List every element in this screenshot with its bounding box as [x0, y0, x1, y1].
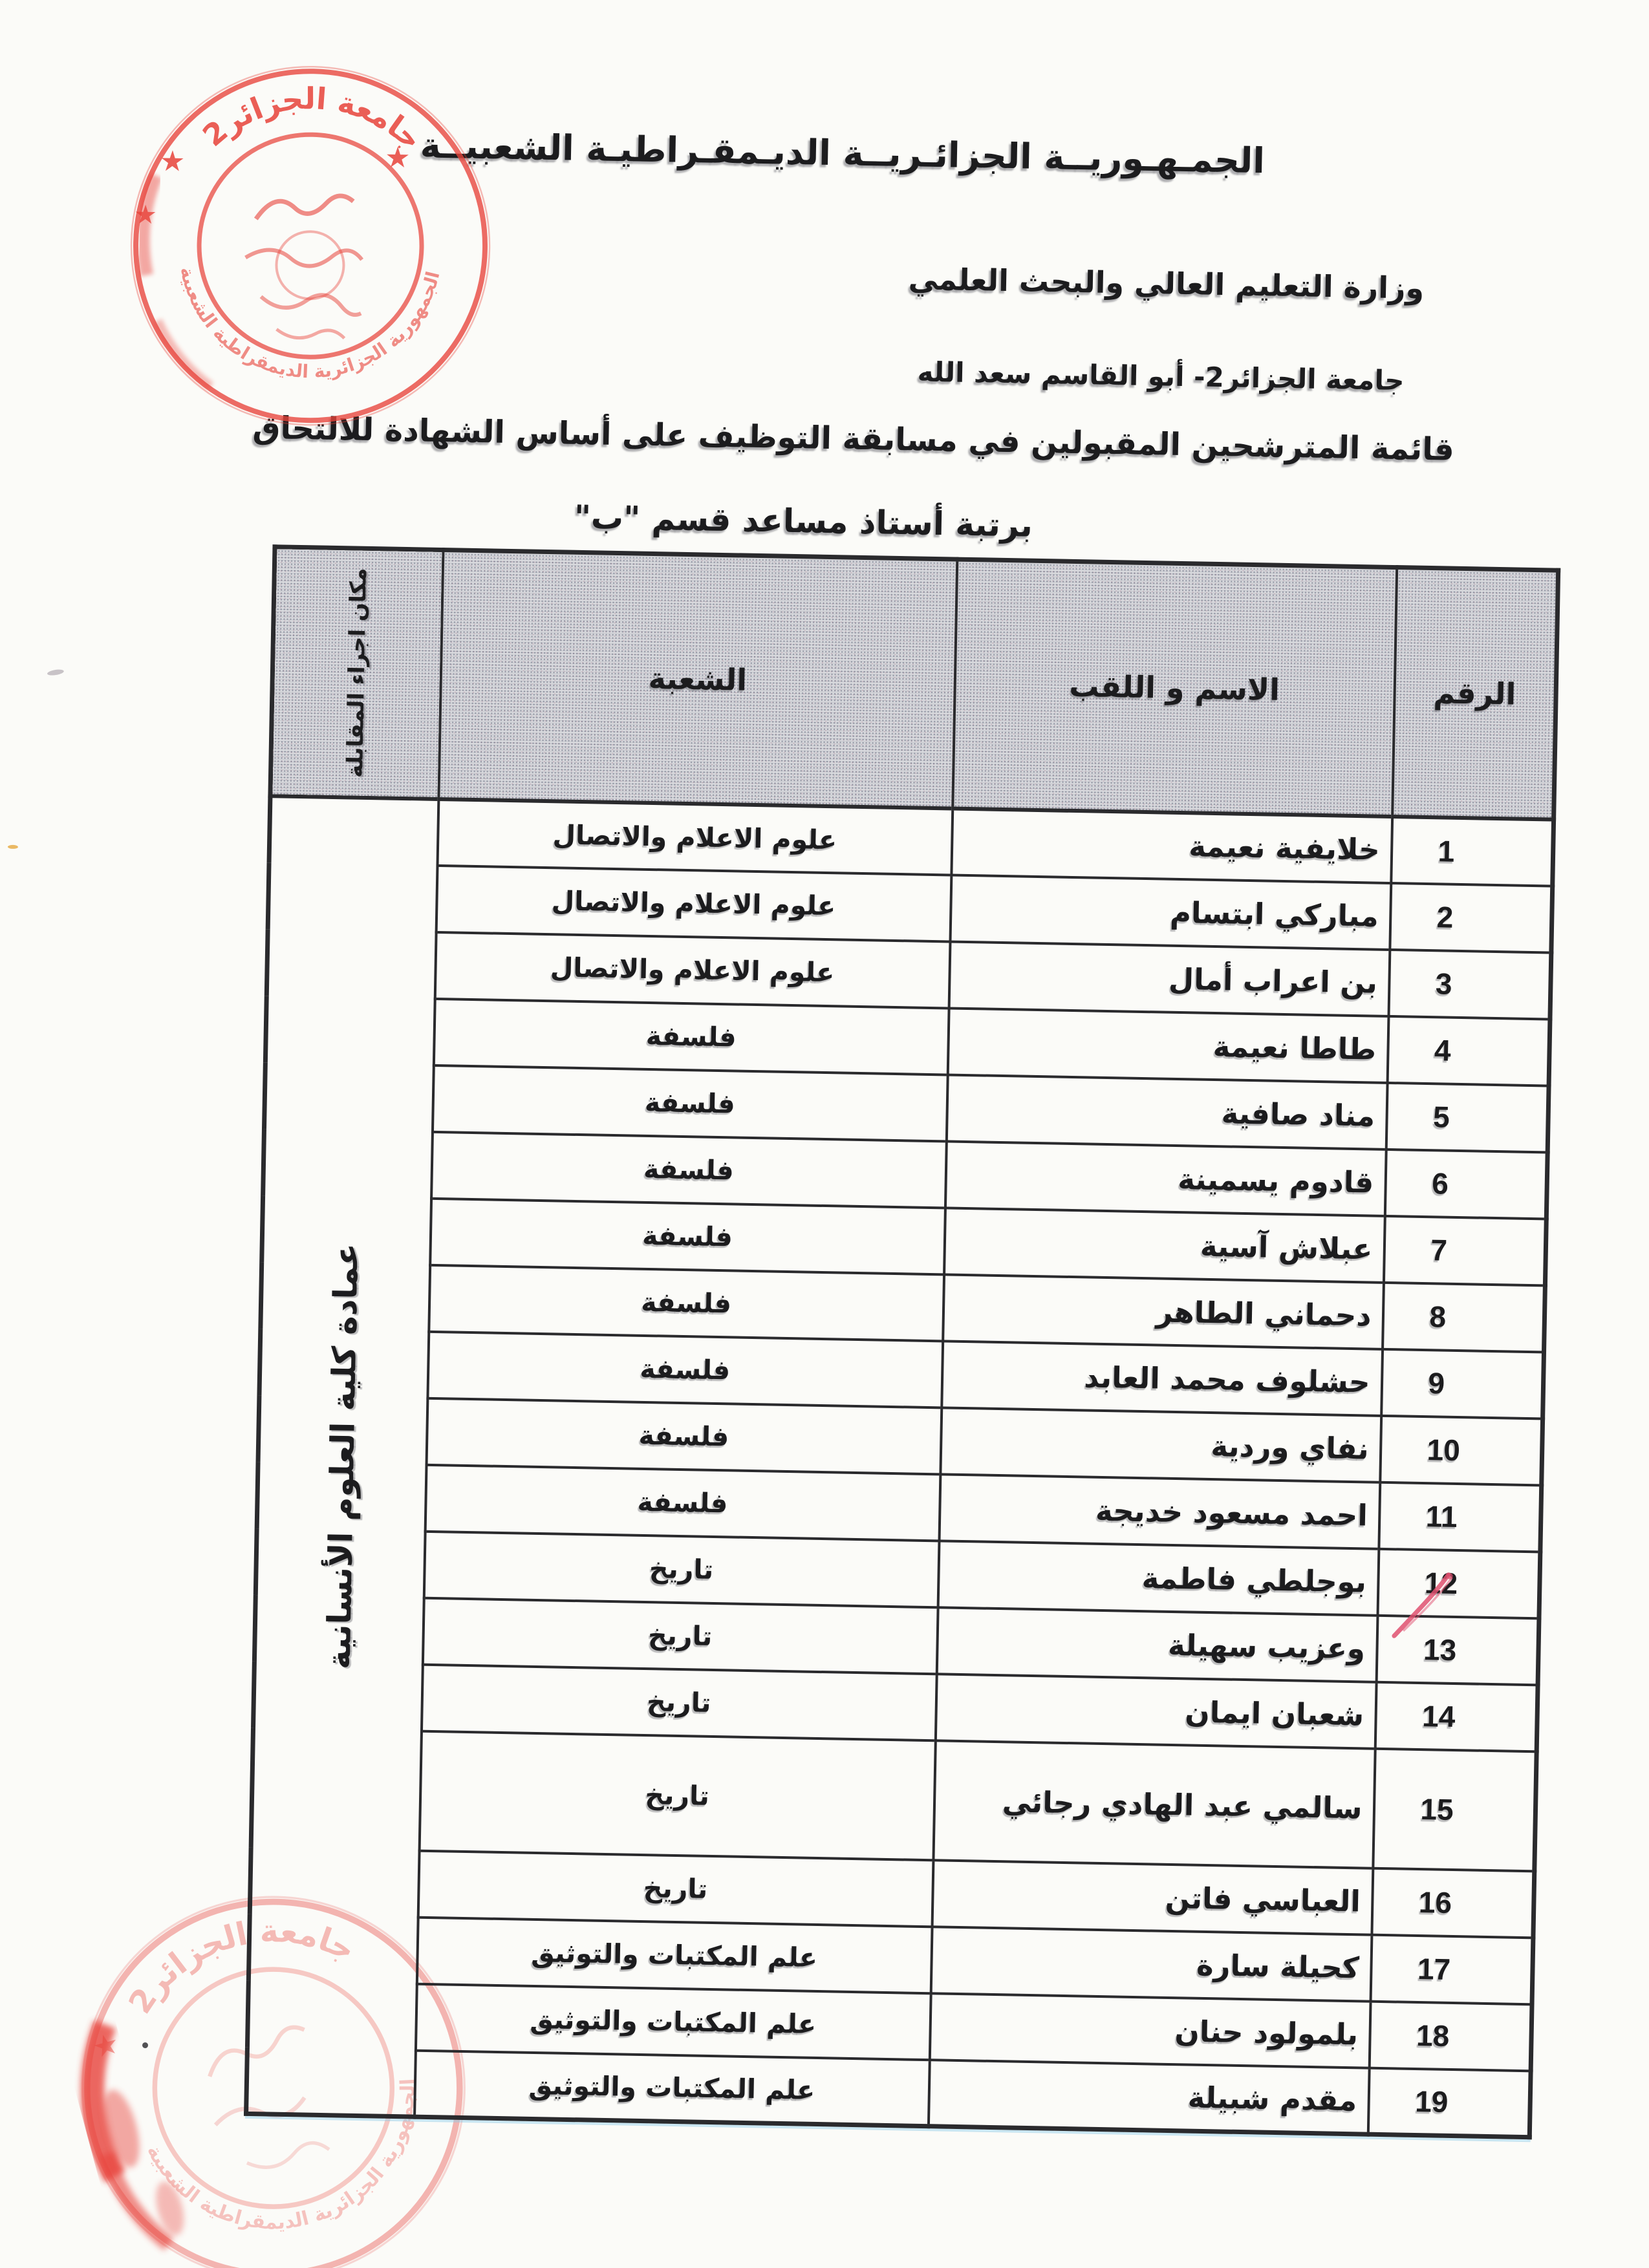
row-name-cell: وعزيب سهيلة — [936, 1607, 1378, 1682]
row-name-cell: مباركي ابتسام — [949, 875, 1391, 950]
scan-speck — [47, 669, 65, 677]
row-branch-cell: تاريخ — [418, 1850, 933, 1927]
interview-place-value: عمادة كلية العلوم الأنسانية — [319, 1243, 366, 1670]
row-branch-cell: فلسفة — [428, 1265, 944, 1341]
row-number-cell: 18 — [1369, 2001, 1533, 2071]
row-number-cell: 15 — [1372, 1748, 1537, 1871]
row-branch-cell: علم المكتبات والتوثيق — [416, 1917, 932, 1993]
stamp-star-icon: ★ — [159, 145, 185, 178]
row-branch-cell: تاريخ — [424, 1531, 940, 1607]
row-name-cell: شعبان ايمان — [935, 1673, 1377, 1749]
row-branch-cell: تاريخ — [419, 1731, 936, 1860]
row-name-cell: حشلوف محمد العابد — [941, 1340, 1383, 1416]
interview-place-cell: عمادة كلية العلوم الأنسانية — [246, 795, 438, 2117]
row-number-cell: 4 — [1387, 1016, 1550, 1086]
interview-place-header-label: مكان اجراء المقابلة — [342, 568, 372, 778]
row-number-cell: 10 — [1379, 1415, 1543, 1485]
row-branch-cell: فلسفة — [433, 998, 949, 1075]
row-number-cell: 16 — [1371, 1868, 1535, 1938]
row-branch-cell: فلسفة — [432, 1065, 948, 1141]
row-name-cell: دحماني الطاهر — [942, 1274, 1384, 1349]
row-name-cell: احمد مسعود خديجة — [939, 1473, 1380, 1549]
stamp-star-icon: ★ — [134, 200, 158, 230]
scan-speck — [7, 844, 18, 850]
column-header-number: الرقم — [1392, 567, 1558, 820]
row-branch-cell: علوم الاعلام والاتصال — [435, 932, 950, 1008]
stamp-star-icon: ★ — [385, 141, 411, 175]
row-name-cell: مقدم شبيلة — [928, 2059, 1370, 2135]
row-name-cell: العباسي فاتن — [932, 1859, 1373, 1935]
row-branch-cell: علم المكتبات والتوثيق — [414, 2050, 930, 2126]
column-header-branch: الشعبة — [438, 550, 957, 809]
row-name-cell: مناد صافية — [946, 1074, 1388, 1150]
row-name-cell: بوجلطي فاطمة — [938, 1540, 1379, 1616]
stamp-top-ring-text: الجمهورية الجزائرية الديمقراطية الشعبية — [174, 264, 444, 385]
ministry-line: وزارة التعليم العالي والبحث العلمي — [908, 261, 1425, 306]
row-number-cell: 7 — [1383, 1215, 1547, 1285]
row-name-cell: سالمي عبد الهادي رجائي — [932, 1740, 1375, 1868]
row-name-cell: بلمولود حنان — [929, 1993, 1371, 2068]
university-seal-stamp-top: جامعة الجزائر2 الجمهورية الجزائرية الديم… — [130, 65, 491, 426]
row-name-cell: خلايفية نعيمة — [951, 808, 1392, 883]
university-seal-stamp-bottom: جامعة الجزائر2 الجمهورية الجزائرية الديم… — [81, 1886, 466, 2268]
row-branch-cell: فلسفة — [425, 1464, 940, 1541]
row-branch-cell: علم المكتبات والتوثيق — [415, 1984, 931, 2060]
row-name-cell: كحيلة سارة — [931, 1926, 1372, 2002]
scan-speck — [142, 2042, 149, 2049]
row-branch-cell: فلسفة — [431, 1131, 947, 1208]
row-branch-cell: علوم الاعلام والاتصال — [437, 798, 953, 875]
table-header-row: الرقم الاسم و اللقب الشعبة مكان اجراء ال… — [270, 546, 1558, 820]
table-body: 1 خلايفية نعيمة علوم الاعلام والاتصال عم… — [246, 795, 1554, 2137]
row-branch-cell: تاريخ — [422, 1598, 938, 1674]
list-title-line2: برتبة أستاذ مساعد قسم "ب" — [574, 498, 1033, 544]
column-header-name: الاسم و اللقب — [952, 559, 1397, 817]
row-number-cell: 9 — [1381, 1349, 1544, 1418]
row-number-cell: 17 — [1370, 1934, 1533, 2004]
university-line: جامعة الجزائر2- أبو القاسم سعد الله — [917, 356, 1405, 397]
row-number-cell: 14 — [1375, 1682, 1538, 1751]
row-number-cell: 2 — [1389, 883, 1553, 953]
row-branch-cell: فلسفة — [426, 1398, 942, 1474]
red-pen-mark — [1392, 1572, 1454, 1638]
row-number-cell: 6 — [1385, 1149, 1548, 1219]
row-name-cell: طاطا نعيمة — [947, 1007, 1388, 1083]
row-branch-cell: فلسفة — [429, 1198, 945, 1274]
row-name-cell: نفاي وردية — [940, 1407, 1381, 1482]
row-name-cell: قادوم يسمينة — [945, 1140, 1386, 1216]
candidates-table: الرقم الاسم و اللقب الشعبة مكان اجراء ال… — [244, 544, 1561, 2140]
row-branch-cell: فلسفة — [427, 1331, 943, 1407]
column-header-interview-place: مكان اجراء المقابلة — [270, 546, 443, 799]
row-number-cell: 1 — [1390, 816, 1554, 886]
row-number-cell: 3 — [1388, 949, 1551, 1020]
row-name-cell: عبلاش آسية — [943, 1207, 1385, 1283]
row-name-cell: بن اعراب أمال — [949, 941, 1390, 1016]
row-number-cell: 11 — [1378, 1482, 1542, 1552]
row-number-cell: 19 — [1368, 2068, 1531, 2137]
row-number-cell: 5 — [1386, 1082, 1549, 1152]
table-row: 15 سالمي عبد الهادي رجائي تاريخ — [251, 1728, 1537, 1871]
row-number-cell: 8 — [1382, 1282, 1546, 1352]
row-branch-cell: تاريخ — [421, 1664, 937, 1740]
svg-text:الجمهورية الجزائرية الديمقراطي: الجمهورية الجزائرية الديمقراطية الشعبية — [174, 264, 444, 385]
row-branch-cell: علوم الاعلام والاتصال — [436, 865, 951, 942]
